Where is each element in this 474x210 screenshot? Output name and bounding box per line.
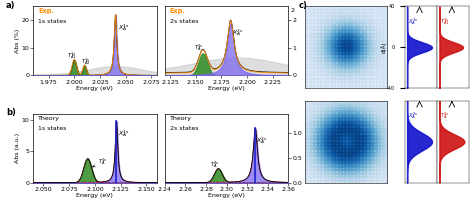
Text: 2s states: 2s states: [170, 126, 198, 131]
Text: a): a): [6, 1, 16, 10]
Text: $T_A^{2s}$: $T_A^{2s}$: [194, 42, 204, 53]
Y-axis label: Abs (%): Abs (%): [15, 29, 20, 53]
Y-axis label: Abs (a.u.): Abs (a.u.): [15, 133, 20, 163]
Text: Exp.: Exp.: [38, 8, 54, 14]
Text: $X_A^{2s}$: $X_A^{2s}$: [232, 27, 244, 38]
Text: $T_{A2}^{1s}$: $T_{A2}^{1s}$: [81, 56, 91, 67]
Text: 2s states: 2s states: [170, 19, 198, 24]
Text: 2: 2: [291, 8, 295, 13]
Text: b): b): [6, 108, 16, 117]
Text: $T_{A1}^{1s}$: $T_{A1}^{1s}$: [67, 50, 77, 61]
Text: 1s states: 1s states: [38, 19, 66, 24]
Text: $X_A^{1s}$: $X_A^{1s}$: [118, 129, 129, 139]
Text: $T_A^{2s}$: $T_A^{2s}$: [210, 159, 220, 170]
Text: Theory: Theory: [38, 116, 60, 121]
Text: $X_A^{1s}$: $X_A^{1s}$: [408, 16, 418, 27]
Y-axis label: d(Å): d(Å): [381, 42, 387, 53]
Text: Exp.: Exp.: [170, 8, 186, 14]
Text: Theory: Theory: [170, 116, 192, 121]
Text: $T_A^{2s}$: $T_A^{2s}$: [440, 110, 450, 121]
Text: $X_A^{2s}$: $X_A^{2s}$: [408, 110, 418, 121]
Text: $X_A^{2s}$: $X_A^{2s}$: [256, 135, 268, 146]
Text: 1s states: 1s states: [38, 126, 66, 131]
X-axis label: Energy (eV): Energy (eV): [76, 193, 113, 198]
X-axis label: Energy (eV): Energy (eV): [208, 86, 245, 91]
X-axis label: Energy (eV): Energy (eV): [208, 193, 245, 198]
Text: $T_A^{1s}$: $T_A^{1s}$: [92, 156, 108, 167]
Text: c): c): [299, 1, 308, 10]
Text: $T_{A1}^{1s}$: $T_{A1}^{1s}$: [440, 16, 450, 27]
Text: $X_A^{1s}$: $X_A^{1s}$: [118, 22, 129, 33]
X-axis label: Energy (eV): Energy (eV): [76, 86, 113, 91]
